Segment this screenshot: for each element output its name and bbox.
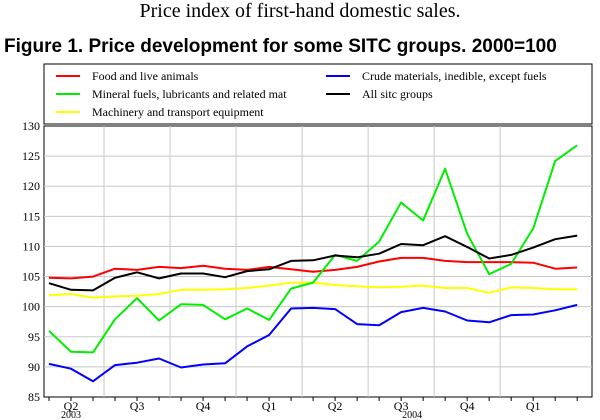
legend-label: Mineral fuels, lubricants and related ma… (92, 87, 287, 101)
legend-box (43, 63, 593, 125)
y-tick-label: 90 (28, 360, 40, 374)
chart-title: Figure 1. Price development for some SIT… (4, 36, 557, 57)
y-tick-label: 85 (28, 390, 40, 404)
x-quarter-label: Q3 (130, 399, 145, 413)
y-tick-label: 120 (22, 179, 40, 193)
x-quarter-label: Q3 (394, 399, 409, 413)
y-tick-label: 115 (22, 209, 40, 223)
legend-label: Machinery and transport equipment (92, 105, 264, 119)
x-quarter-label: Q2 (328, 399, 343, 413)
legend-label: All sitc groups (362, 87, 433, 101)
x-quarter-label: Q1 (526, 399, 541, 413)
x-year-label: 2004 (402, 410, 422, 420)
y-tick-label: 125 (22, 149, 40, 163)
y-tick-label: 105 (22, 270, 40, 284)
series-line-food-and-live-animals (48, 256, 578, 280)
series-line-crude-materials-inedible-except-fuels (48, 303, 578, 383)
legend-label: Crude materials, inedible, except fuels (362, 69, 547, 83)
x-quarter-label: Q4 (460, 399, 475, 413)
x-quarter-label: Q2 (64, 399, 79, 413)
series-line-all-sitc-groups (48, 234, 578, 292)
page-caption: Price index of first-hand domestic sales… (139, 0, 461, 22)
x-quarter-label: Q1 (262, 399, 277, 413)
x-quarter-label: Q4 (196, 399, 211, 413)
legend-label: Food and live animals (92, 69, 199, 83)
y-tick-label: 100 (22, 300, 40, 314)
x-year-label: 2003 (61, 410, 81, 420)
y-tick-label: 110 (22, 239, 40, 253)
y-tick-label: 130 (22, 119, 40, 133)
series-line-mineral-fuels-lubricants-and-related-mat (48, 144, 578, 354)
y-tick-label: 95 (28, 330, 40, 344)
